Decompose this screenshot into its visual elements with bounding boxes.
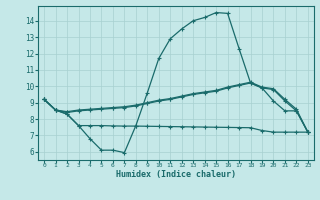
X-axis label: Humidex (Indice chaleur): Humidex (Indice chaleur) [116, 170, 236, 179]
